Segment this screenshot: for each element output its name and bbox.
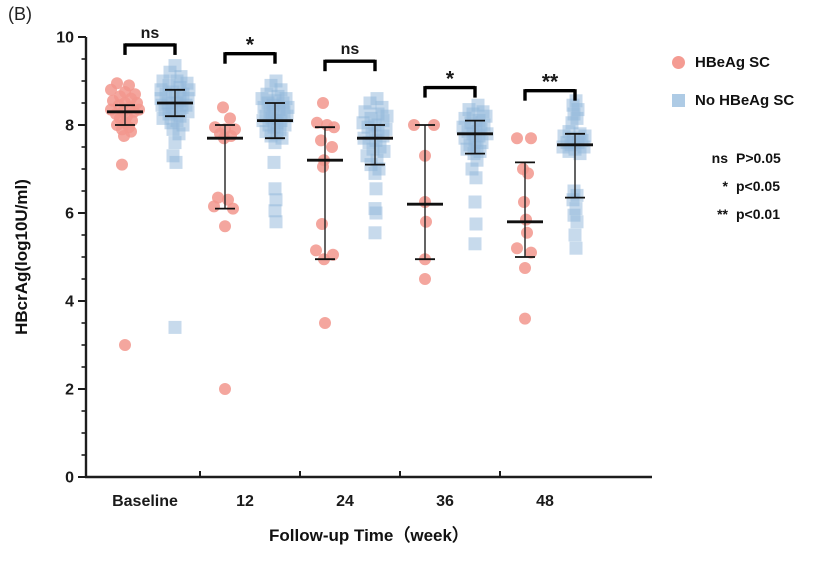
data-point <box>319 317 331 329</box>
data-point <box>468 195 482 209</box>
key-meaning: p<0.01 <box>736 206 780 222</box>
data-point <box>522 167 534 180</box>
significance-label: * <box>246 34 255 57</box>
data-point <box>511 132 523 145</box>
data-point <box>408 119 420 131</box>
data-point <box>310 244 322 257</box>
x-tick-label: 12 <box>236 493 254 510</box>
data-point <box>168 136 182 150</box>
panel-label: (B) <box>8 4 32 24</box>
data-point <box>573 147 587 161</box>
data-point <box>511 242 523 255</box>
data-point <box>521 226 533 239</box>
x-tick-label: 36 <box>436 493 454 510</box>
data-point <box>219 383 231 395</box>
data-point <box>317 160 329 173</box>
data-point <box>469 171 483 185</box>
data-point <box>568 228 582 242</box>
y-tick-label: 8 <box>65 118 74 135</box>
data-point <box>116 158 128 171</box>
circle-icon <box>672 55 685 69</box>
data-point <box>519 262 531 274</box>
significance-label: ns <box>141 25 160 42</box>
data-point <box>419 273 431 285</box>
data-point <box>569 241 583 255</box>
data-point <box>105 83 117 96</box>
data-point <box>520 213 532 226</box>
data-point <box>369 182 383 196</box>
data-point <box>224 112 236 125</box>
key-symbol: ns <box>711 150 728 166</box>
data-point <box>169 155 183 169</box>
data-point <box>326 141 338 153</box>
data-point <box>317 97 329 109</box>
data-point <box>562 144 576 158</box>
data-point <box>311 116 323 129</box>
legend-item-hbeag-sc: HBeAg SC <box>672 50 794 74</box>
data-point <box>525 132 537 145</box>
y-tick-label: 10 <box>56 30 74 47</box>
data-point <box>168 320 182 334</box>
data-point <box>327 248 339 261</box>
square-icon <box>672 93 685 107</box>
data-point <box>119 339 131 351</box>
data-point <box>219 220 231 233</box>
x-tick-label: Baseline <box>112 493 178 510</box>
data-point <box>268 204 282 218</box>
data-point <box>519 312 531 325</box>
data-point <box>368 226 382 240</box>
data-point <box>268 136 282 150</box>
significance-label: ns <box>341 41 360 58</box>
data-point <box>469 217 483 231</box>
key-row-star: * p<0.05 <box>698 172 781 200</box>
data-point <box>369 206 383 220</box>
data-point <box>269 193 283 207</box>
data-point <box>525 246 537 259</box>
data-point <box>468 237 482 251</box>
key-symbol: ** <box>717 206 728 222</box>
data-point <box>267 155 281 169</box>
key-row-double-star: ** p<0.01 <box>698 200 781 228</box>
data-point <box>217 101 229 114</box>
data-point <box>368 166 382 180</box>
data-points <box>105 59 592 395</box>
y-tick-label: 0 <box>65 470 74 487</box>
x-tick-label: 48 <box>536 493 554 510</box>
x-axis-title: Follow-up Time（week） <box>269 526 469 545</box>
legend-label: HBeAg SC <box>695 53 771 71</box>
data-point <box>570 215 584 229</box>
data-point <box>518 196 530 208</box>
key-meaning: P>0.05 <box>736 150 781 166</box>
y-tick-label: 2 <box>65 382 74 399</box>
significance-label: * <box>446 68 455 91</box>
key-symbol: * <box>722 178 728 194</box>
key-meaning: p<0.05 <box>736 178 780 194</box>
legend-item-no-hbeag-sc: No HBeAg SC <box>672 88 794 112</box>
data-point <box>316 218 328 230</box>
data-point <box>118 130 130 142</box>
significance-key: ns P>0.05 * p<0.05 ** p<0.01 <box>698 144 781 228</box>
data-point <box>269 215 283 229</box>
stat-bars <box>107 88 593 261</box>
key-row-ns: ns P>0.05 <box>698 144 781 172</box>
significance-label: ** <box>542 71 559 94</box>
legend: HBeAg SC No HBeAg SC <box>672 50 794 126</box>
significance-brackets: ns* ns* ** <box>123 25 577 101</box>
y-tick-label: 4 <box>65 294 74 311</box>
data-point <box>268 182 282 196</box>
x-tick-label: 24 <box>336 493 354 510</box>
y-axis-title: HBcrAg(log10U/ml) <box>12 179 31 335</box>
data-point <box>315 134 327 147</box>
data-point <box>420 215 432 228</box>
data-point <box>208 200 220 213</box>
y-tick-label: 6 <box>65 206 74 223</box>
legend-label: No HBeAg SC <box>695 91 795 109</box>
